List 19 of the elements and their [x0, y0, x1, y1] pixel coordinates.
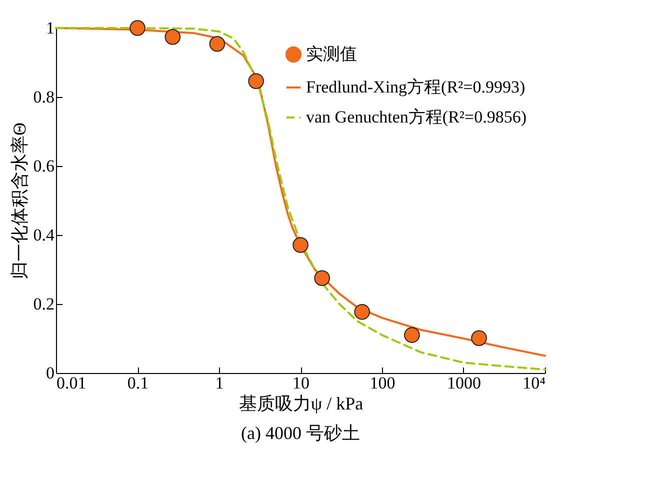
- x-tick-label: 10: [292, 374, 310, 392]
- legend-label: van Genuchten方程(R²=0.9856): [306, 108, 527, 126]
- y-tick-label: 0.4: [33, 226, 55, 244]
- x-tick-label: 10⁴: [522, 374, 546, 392]
- legend-label: 实测值: [306, 44, 357, 64]
- legend-label: Fredlund-Xing方程(R²=0.9993): [306, 78, 526, 96]
- y-tick-label: 1: [46, 18, 54, 38]
- y-tick-label: 0.8: [33, 88, 54, 106]
- y-tick-label: 0.2: [33, 294, 54, 314]
- x-tick-label: 0.1: [127, 374, 149, 392]
- x-tick-label: 1: [215, 374, 224, 392]
- x-tick-label: 100: [370, 374, 396, 392]
- y-tick-label: 0: [46, 364, 54, 382]
- y-axis-title: 归一化体积含水率Θ: [9, 122, 30, 280]
- text: (a) 4000 号砂土: [241, 423, 360, 443]
- x-tick-label: 0.01: [56, 374, 86, 392]
- x-axis-title: 基质吸力ψ / kPa: [238, 394, 364, 414]
- y-tick-label: 0.6: [33, 156, 54, 176]
- x-tick-label: 1000: [447, 374, 481, 392]
